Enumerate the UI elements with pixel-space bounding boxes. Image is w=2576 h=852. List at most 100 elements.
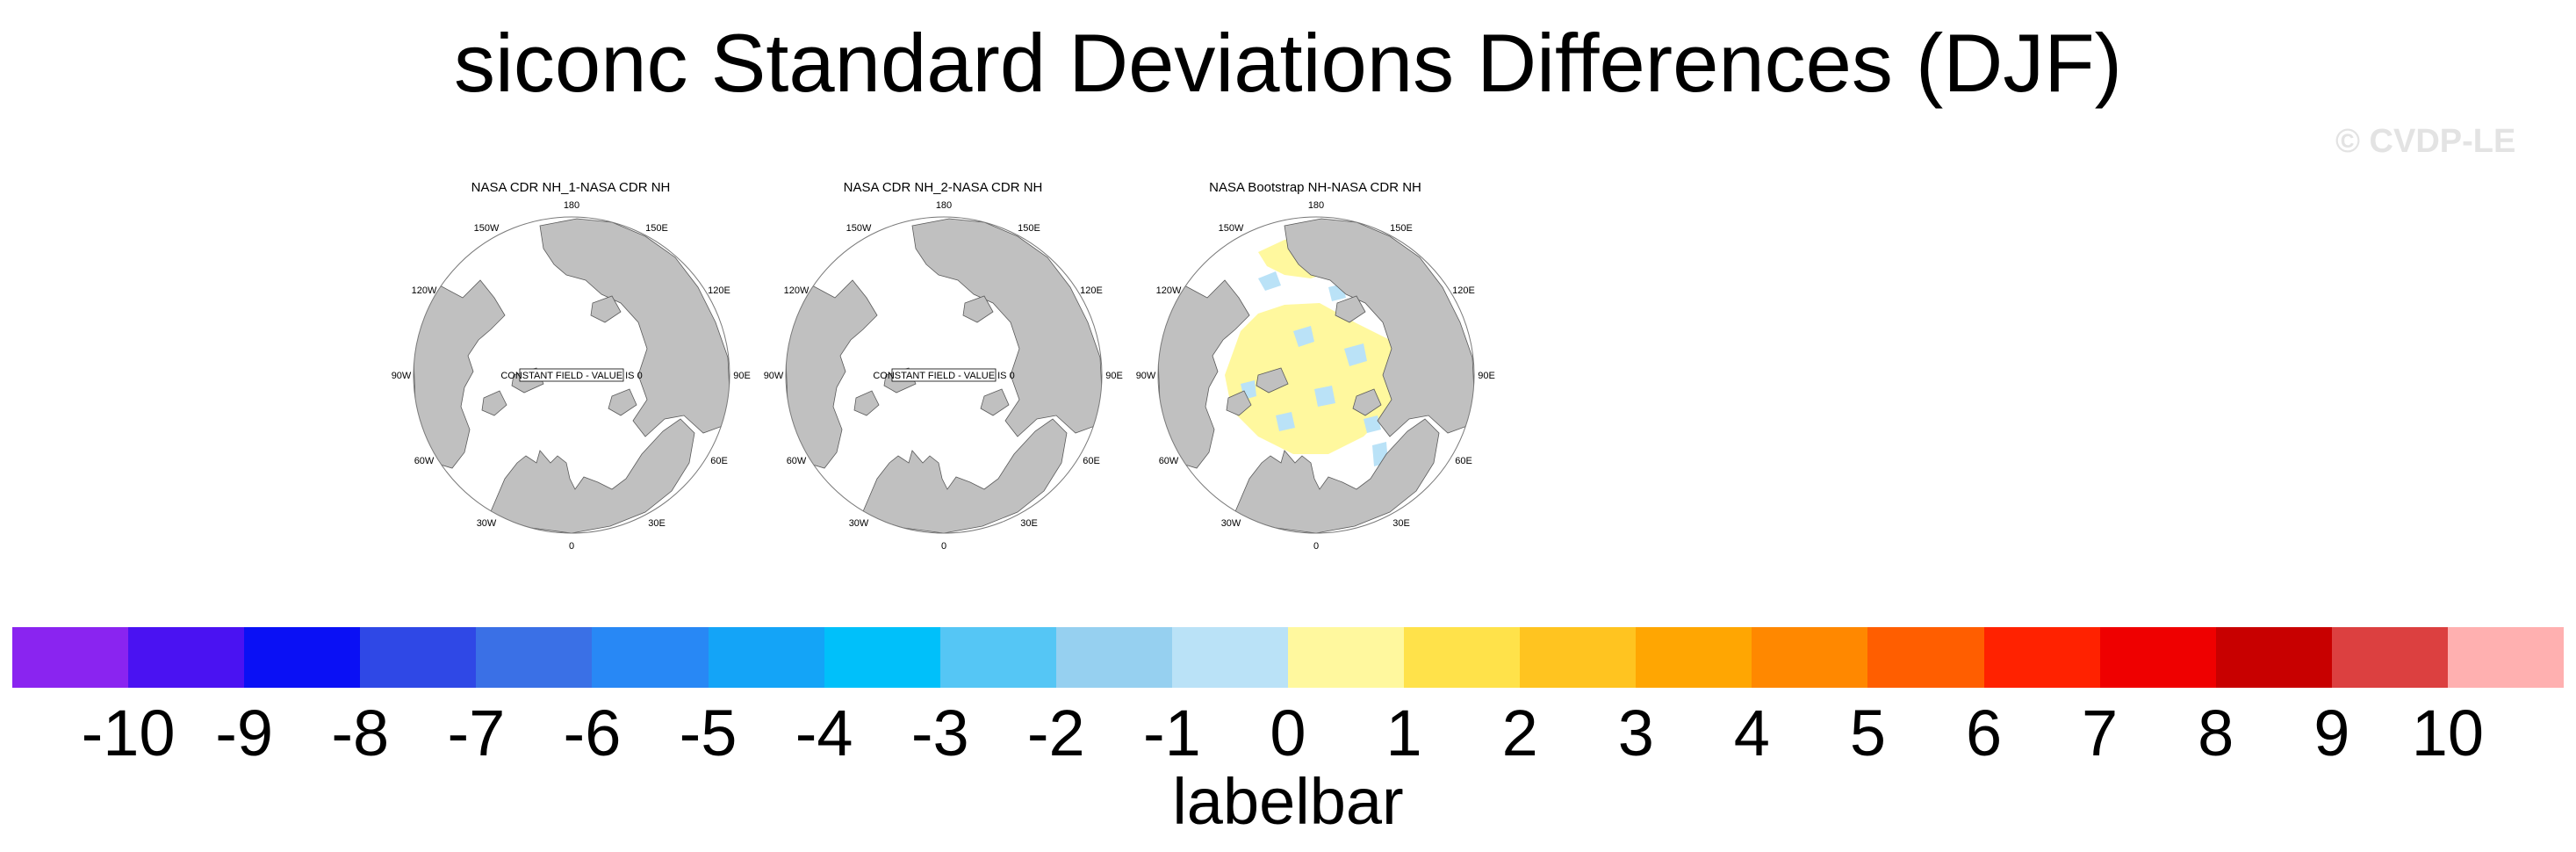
longitude-label: 150W	[846, 223, 872, 234]
longitude-label: 180	[564, 200, 579, 211]
longitude-label: 90W	[392, 371, 412, 381]
longitude-label: 30E	[1392, 518, 1410, 529]
land-mass	[539, 218, 730, 437]
labelbar-swatch	[2447, 627, 2565, 688]
constant-field-note: CONSTANT FIELD - VALUE IS 0	[500, 371, 642, 381]
map-panel-1: NASA CDR NH_1-NASA CDR NH 180 150E 120E 90E…	[382, 180, 759, 567]
labelbar-swatch	[1520, 627, 1637, 688]
labelbar-tick-label: -8	[331, 697, 390, 769]
labelbar-tick-label: -7	[447, 697, 506, 769]
negative-patch	[1314, 386, 1335, 407]
labelbar-swatch	[1055, 627, 1173, 688]
labelbar-tick-label: 8	[2198, 697, 2234, 769]
panel-title: NASA CDR NH_2-NASA CDR NH	[843, 180, 1043, 195]
positive-area	[1225, 303, 1407, 454]
labelbar-swatch	[1752, 627, 1868, 688]
longitude-label: 150W	[474, 223, 500, 234]
labelbar-swatch	[360, 627, 477, 688]
labelbar-tick-label: -9	[215, 697, 274, 769]
polar-map: 180 150E 120E 90E 60E 30E 0 30W 60W 90W 120W 150W CO…	[764, 200, 1123, 552]
watermark: © CVDP-LE	[2335, 123, 2516, 160]
labelbar-tick-label: 9	[2313, 697, 2350, 769]
land-mass	[853, 390, 880, 416]
figure-title: siconc Standard Deviations Differences (…	[454, 17, 2122, 109]
labelbar-tick-label: 2	[1501, 697, 1538, 769]
land-mass	[488, 418, 695, 533]
land-mass	[608, 388, 637, 416]
labelbar-swatch	[12, 627, 129, 688]
labelbar-tick-label: 0	[1270, 697, 1306, 769]
polar-map: 180 150E 120E 90E 60E 30E 0 30W 60W 90W 120W 150W	[1136, 200, 1495, 552]
labelbar-swatch	[1288, 627, 1405, 688]
longitude-label: 30W	[849, 518, 869, 529]
longitude-label: 180	[1308, 200, 1324, 211]
negative-patch	[1364, 415, 1381, 433]
labelbar-swatch	[244, 627, 361, 688]
labelbar-swatch	[1171, 627, 1289, 688]
land-mass	[1352, 388, 1382, 416]
map-panel-3: NASA Bootstrap NH-NASA CDR NH 180 150E 120…	[1126, 180, 1504, 567]
longitude-label: 60W	[414, 456, 435, 466]
longitude-label: 60E	[1083, 456, 1100, 466]
map-panel-2: NASA CDR NH_2-NASA CDR NH 180 150E 120E 90E…	[754, 180, 1132, 567]
negative-patch	[1293, 326, 1314, 347]
labelbar-tick-label: -4	[795, 697, 853, 769]
labelbar-swatch	[128, 627, 245, 688]
longitude-label: 30E	[648, 518, 666, 529]
longitude-label: 150W	[1219, 223, 1244, 234]
labelbar-swatch	[476, 627, 593, 688]
labelbar-swatch	[824, 627, 941, 688]
negative-patch	[1276, 412, 1295, 431]
constant-field-note: CONSTANT FIELD - VALUE IS 0	[873, 371, 1014, 381]
labelbar-tick-label: 3	[1617, 697, 1654, 769]
land-mass	[1335, 295, 1366, 323]
map-boundary	[1157, 216, 1475, 534]
color-labelbar	[12, 627, 2565, 688]
land-mass	[1226, 390, 1252, 416]
labelbar-tick-label: 7	[2082, 697, 2119, 769]
labelbar-tick-label: -3	[910, 697, 969, 769]
longitude-label: 120W	[412, 285, 437, 296]
labelbar-tick-label: -6	[563, 697, 622, 769]
labelbar-tick-label: 1	[1385, 697, 1422, 769]
land-mass	[1233, 418, 1440, 533]
longitude-label: 30E	[1020, 518, 1038, 529]
longitude-label: 120W	[784, 285, 809, 296]
longitude-label: 0	[941, 541, 946, 552]
labelbar-swatch	[708, 627, 825, 688]
labelbar-tick-label: -10	[81, 697, 176, 769]
longitude-label: 60W	[787, 456, 807, 466]
panel-title: NASA CDR NH_1-NASA CDR NH	[471, 180, 671, 195]
labelbar-tick-label: -5	[679, 697, 738, 769]
longitude-label: 120E	[1452, 285, 1475, 296]
longitude-label: 90E	[1478, 371, 1495, 381]
labelbar-swatch	[1983, 627, 2101, 688]
constant-field-box	[519, 368, 624, 382]
labelbar-tick-label: 6	[1965, 697, 2003, 769]
land-mass	[980, 388, 1010, 416]
panel-title: NASA Bootstrap NH-NASA CDR NH	[1209, 180, 1421, 195]
land-mass	[1256, 367, 1289, 394]
labelbar-swatch	[1404, 627, 1521, 688]
land-mass	[1284, 218, 1474, 437]
land-mass	[911, 218, 1102, 437]
longitude-label: 60E	[1455, 456, 1472, 466]
map-boundary	[785, 216, 1103, 534]
longitude-label: 60W	[1159, 456, 1179, 466]
labelbar-swatch	[2099, 627, 2217, 688]
longitude-label: 60E	[710, 456, 728, 466]
longitude-label: 150E	[645, 223, 668, 234]
labelbar-tick-label: 10	[2411, 697, 2485, 769]
labelbar-tick-label: 4	[1733, 697, 1770, 769]
negative-patch	[1258, 271, 1281, 291]
labelbar-tick-label: -2	[1026, 697, 1085, 769]
land-mass	[962, 295, 994, 323]
land-mass	[860, 418, 1068, 533]
longitude-label: 150E	[1018, 223, 1040, 234]
longitude-label: 90E	[733, 371, 751, 381]
labelbar-swatch	[1867, 627, 1985, 688]
longitude-label: 30W	[477, 518, 497, 529]
labelbar-swatch	[2331, 627, 2449, 688]
longitude-label: 0	[1313, 541, 1319, 552]
longitude-label: 90W	[1136, 371, 1156, 381]
